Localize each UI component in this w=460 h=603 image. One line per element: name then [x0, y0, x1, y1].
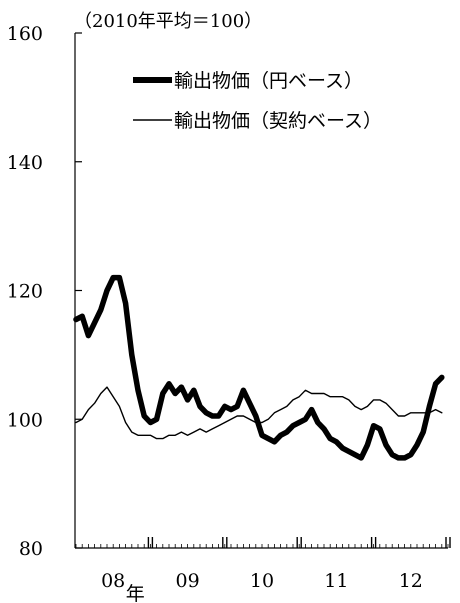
y-tick-label: 160 — [7, 23, 43, 45]
x-tick-label: 11 — [324, 570, 348, 592]
y-tick-label: 140 — [7, 152, 43, 174]
y-tick-label: 120 — [7, 281, 43, 303]
x-year-suffix: 年 — [126, 583, 145, 603]
legend-label-contract-basis: 輸出物価（契約ベース） — [174, 110, 382, 132]
y-axis: 80 100 120 140 160 — [7, 23, 82, 560]
x-tick-label: 12 — [399, 570, 423, 592]
x-tick-label: 08 — [101, 570, 125, 592]
legend: 輸出物価（円ベース） 輸出物価（契約ベース） — [133, 70, 382, 132]
series-line-contract-basis — [75, 386, 443, 440]
y-tick-label: 100 — [7, 409, 43, 431]
series-line-yen-basis — [73, 274, 445, 461]
legend-label-yen-basis: 輸出物価（円ベース） — [174, 70, 363, 92]
x-tick-label: 10 — [250, 570, 274, 592]
x-axis: 080910111213年 — [75, 537, 451, 603]
x-tick-label: 09 — [176, 570, 200, 592]
series-lines — [73, 274, 445, 461]
unit-label: （2010年平均＝100） — [74, 11, 262, 32]
y-tick-label: 80 — [19, 538, 43, 560]
